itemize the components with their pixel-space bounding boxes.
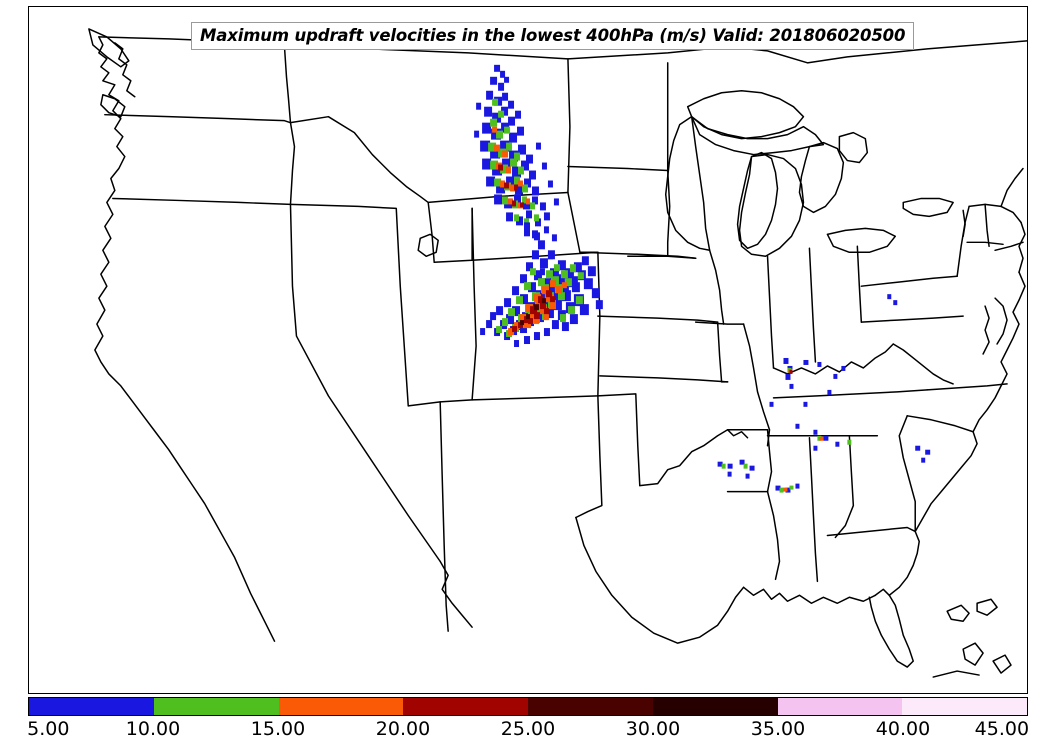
- georgian-bay: [838, 131, 869, 164]
- mississippi-river: [742, 323, 771, 447]
- la-ms-border: [766, 490, 781, 581]
- ca-nv-border: [289, 203, 441, 563]
- delmarva-peninsula: [994, 297, 1008, 345]
- wa-or-border: [104, 113, 292, 124]
- ut-co-border: [471, 207, 477, 401]
- nm-tx-east: [597, 393, 641, 487]
- pa-ny-border: [860, 275, 958, 287]
- id-mt-border: [289, 115, 429, 204]
- ne-ks-border: [597, 315, 719, 323]
- lake-erie: [826, 227, 897, 254]
- atlantic-coast: [914, 271, 1026, 533]
- or-ca-nv-border: [112, 197, 292, 206]
- map-axes: Maximum updraft velocities in the lowest…: [28, 6, 1028, 694]
- colorbar-tick-15.00: 15.00: [250, 718, 306, 740]
- colorbar-tick-10.00: 10.00: [125, 718, 181, 740]
- in-oh-border: [808, 247, 817, 363]
- colorbar-tick-25.00: 25.00: [500, 718, 556, 740]
- colorbar-segment-40-45: [902, 698, 1027, 715]
- colorbar-tick-45.00: 45.00: [974, 718, 1030, 740]
- al-ga-border: [834, 435, 855, 539]
- mt-nd-border: [567, 58, 571, 194]
- vancouver-island: [88, 28, 130, 68]
- lake-champlain: [962, 209, 966, 238]
- colorbar-segment-35-40: [777, 698, 903, 715]
- michigan-upper-peninsula: [690, 115, 825, 156]
- wv-va-border: [892, 343, 954, 385]
- fl-ga-border: [826, 526, 916, 537]
- bahamas-island-4: [992, 654, 1012, 674]
- ok-tx-red-river: [726, 429, 749, 439]
- nm-tx-border: [575, 395, 603, 519]
- colorbar-tick-5.00: 5.00: [27, 718, 70, 740]
- colorbar-segment-20-25: [403, 698, 528, 715]
- chesapeake-bay: [982, 305, 990, 355]
- bahamas-island-3: [962, 642, 984, 666]
- ia-il-border: [708, 249, 725, 325]
- mo-ks-border: [716, 321, 729, 383]
- ms-al-border: [808, 436, 819, 583]
- sc-ga-border: [898, 415, 916, 533]
- cuba-tip: [932, 670, 980, 678]
- nc-sc-border: [906, 415, 974, 433]
- lake-huron: [798, 141, 845, 214]
- ut-az-border: [407, 399, 473, 407]
- ca-az-border: [439, 560, 473, 628]
- wisconsin-border: [690, 115, 711, 252]
- maine-outline: [1000, 167, 1024, 208]
- ky-tn-border: [772, 389, 928, 399]
- map-title-box: Maximum updraft velocities in the lowest…: [191, 22, 915, 50]
- bahamas-islands: [946, 604, 970, 622]
- long-island: [994, 241, 1024, 252]
- colorbar-segment-25-30: [528, 698, 653, 715]
- or-id-border: [289, 121, 296, 206]
- colorbar: [28, 697, 1028, 716]
- wa-id-border: [283, 46, 292, 124]
- colorbar-segment-10-15: [153, 698, 279, 715]
- vt-nh-border: [984, 203, 990, 248]
- florida-east-coast: [888, 530, 920, 597]
- map-title-text: Maximum updraft velocities in the lowest…: [200, 26, 906, 45]
- nd-sd-border: [567, 165, 669, 172]
- oh-pa-border: [856, 245, 863, 323]
- pacific-coastline: [94, 36, 276, 642]
- ohio-river: [772, 343, 895, 375]
- florida-peninsula: [868, 588, 914, 668]
- updraft-velocity-data-layer: [474, 64, 931, 493]
- great-salt-lake: [417, 233, 439, 258]
- colorbar-tick-30.00: 30.00: [625, 718, 681, 740]
- colorbar-tick-40.00: 40.00: [875, 718, 931, 740]
- colorbar-segment-30-35: [652, 698, 778, 715]
- michigan-lower-peninsula: [738, 153, 805, 258]
- va-nc-border: [926, 383, 1008, 391]
- colorbar-tick-labels: 5.00 10.00 15.00 20.00 25.00 30.00 35.00 40.00 4…: [0, 718, 1060, 744]
- gulf-coast: [742, 586, 877, 605]
- nv-ut-border: [289, 203, 409, 407]
- texas-gulf-coast: [575, 516, 745, 644]
- northeast-coast: [1018, 221, 1026, 273]
- co-nm-border: [471, 395, 599, 401]
- ok-tx-border: [639, 429, 729, 487]
- colorbar-segment-15-20: [278, 698, 404, 715]
- northern-plains-cluster: [474, 64, 559, 276]
- ar-ms-border: [766, 429, 773, 493]
- lake-ontario: [902, 197, 954, 218]
- lake-michigan: [736, 151, 779, 250]
- colorbar-tick-20.00: 20.00: [375, 718, 431, 740]
- bahamas-island-2: [976, 598, 998, 616]
- ia-mo-border: [694, 321, 745, 325]
- olympic-peninsula: [100, 93, 126, 118]
- colorbar-segment-5-10: [29, 698, 154, 715]
- central-plains-squall-line: [480, 222, 603, 348]
- az-nm-border: [439, 401, 449, 632]
- southeast-scattered-cells: [717, 294, 931, 493]
- pa-md-border: [860, 315, 964, 323]
- wi-mn-border: [664, 115, 711, 252]
- ks-ok-border: [599, 375, 729, 383]
- colorbar-tick-35.00: 35.00: [750, 718, 806, 740]
- il-in-border: [766, 255, 775, 369]
- ma-ct-border: [966, 241, 1004, 246]
- mn-sd-border: [666, 169, 671, 258]
